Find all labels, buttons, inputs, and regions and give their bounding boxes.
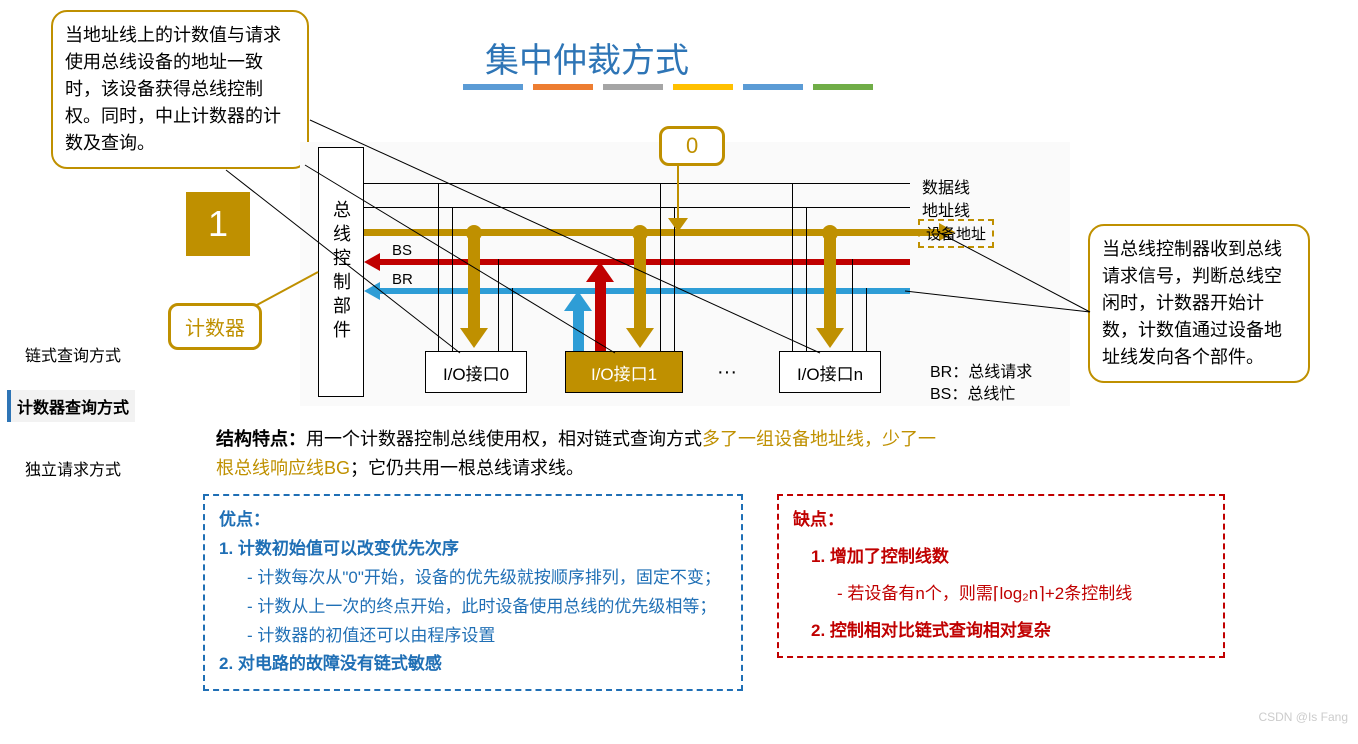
arrow-br-left (364, 282, 380, 300)
advantages-box: 优点： 1. 计数初始值可以改变优先次序 - 计数每次从"0"开始，设备的优先级… (203, 494, 743, 691)
lbl-devaddr: 设备地址 (918, 219, 994, 248)
bus-controller: 总线控制部件 (318, 147, 364, 397)
callout-right: 当总线控制器收到总线请求信号，判断总线空闲时，计数器开始计数，计数值通过设备地址… (1088, 224, 1310, 383)
dis2: 2. 控制相对比链式查询相对复杂 (811, 617, 1051, 646)
io-port-0: I/O接口0 (425, 351, 527, 393)
adv2: 2. 对电路的故障没有链式敏感 (219, 654, 442, 673)
counter-label: 计数器 (168, 303, 262, 350)
adv1: 1. 计数初始值可以改变优先次序 (219, 539, 459, 558)
nav-chain[interactable]: 链式查询方式 (19, 338, 127, 370)
v0c (498, 259, 499, 351)
arrowhead-gold-n (816, 328, 844, 348)
line-data (364, 183, 910, 184)
page-title: 集中仲裁方式 (485, 33, 689, 82)
nav-independent[interactable]: 独立请求方式 (19, 452, 127, 484)
nav-counter[interactable]: 计数器查询方式 (7, 390, 135, 422)
counter-value: 1 (186, 192, 250, 256)
bubble-value: 0 (659, 126, 725, 166)
arrow-red-up (595, 281, 606, 351)
para-tail: ；它仍共用一根总线请求线。 (350, 458, 584, 478)
v1a (660, 183, 661, 351)
sig-br: BR (392, 271, 413, 288)
adv1a: - 计数每次从"0"开始，设备的优先级就按顺序排列，固定不变； (247, 564, 721, 593)
sig-bs: BS (392, 242, 412, 259)
title-underline (463, 84, 873, 90)
line-addr (364, 207, 910, 208)
ellipsis: ··· (717, 361, 737, 384)
arrowhead-gold-1 (626, 328, 654, 348)
vnb (806, 207, 807, 351)
line-devaddr (364, 229, 944, 236)
v0d (512, 288, 513, 351)
adv-title: 优点： (219, 510, 270, 529)
arrow-blue-up (573, 310, 584, 351)
legend-bs: BS：总线忙 (930, 380, 1015, 404)
v0a (438, 183, 439, 351)
disadvantages-box: 缺点： 1. 增加了控制线数 - 若设备有n个，则需⌈log₂n⌉+2条控制线 … (777, 494, 1225, 658)
para-prefix: 结构特点： (216, 429, 306, 449)
dis1a: - 若设备有n个，则需⌈log₂n⌉+2条控制线 (837, 580, 1132, 609)
lbl-data: 数据线 (922, 174, 970, 198)
v1b (674, 207, 675, 351)
dis1: 1. 增加了控制线数 (811, 543, 949, 572)
arrow-gold-n (824, 235, 836, 330)
para-text: 用一个计数器控制总线使用权，相对链式查询方式 (306, 429, 702, 449)
arrowhead-red (586, 262, 614, 282)
vna (792, 183, 793, 351)
io-port-n: I/O接口n (779, 351, 881, 393)
callout-left: 当地址线上的计数值与请求使用总线设备的地址一致时，该设备获得总线控制权。同时，中… (51, 10, 309, 169)
arrowhead-blue (564, 291, 592, 311)
watermark: CSDN @Is Fang (1258, 710, 1348, 724)
dis-title: 缺点： (793, 510, 844, 529)
io-port-1: I/O接口1 (565, 351, 683, 393)
v0b (452, 207, 453, 351)
vnd (866, 288, 867, 351)
arrow-bs-left (364, 253, 380, 271)
arrow-gold-0 (468, 235, 480, 330)
vnc (852, 259, 853, 351)
adv1c: - 计数器的初值还可以由程序设置 (247, 622, 495, 651)
adv1b: - 计数从上一次的终点开始，此时设备使用总线的优先级相等； (247, 593, 716, 622)
arrow-gold-1 (634, 235, 646, 330)
lbl-addr: 地址线 (922, 197, 970, 221)
structure-paragraph: 结构特点：用一个计数器控制总线使用权，相对链式查询方式多了一组设备地址线，少了一… (216, 425, 946, 483)
arrowhead-gold-0 (460, 328, 488, 348)
legend-br: BR：总线请求 (930, 358, 1032, 382)
